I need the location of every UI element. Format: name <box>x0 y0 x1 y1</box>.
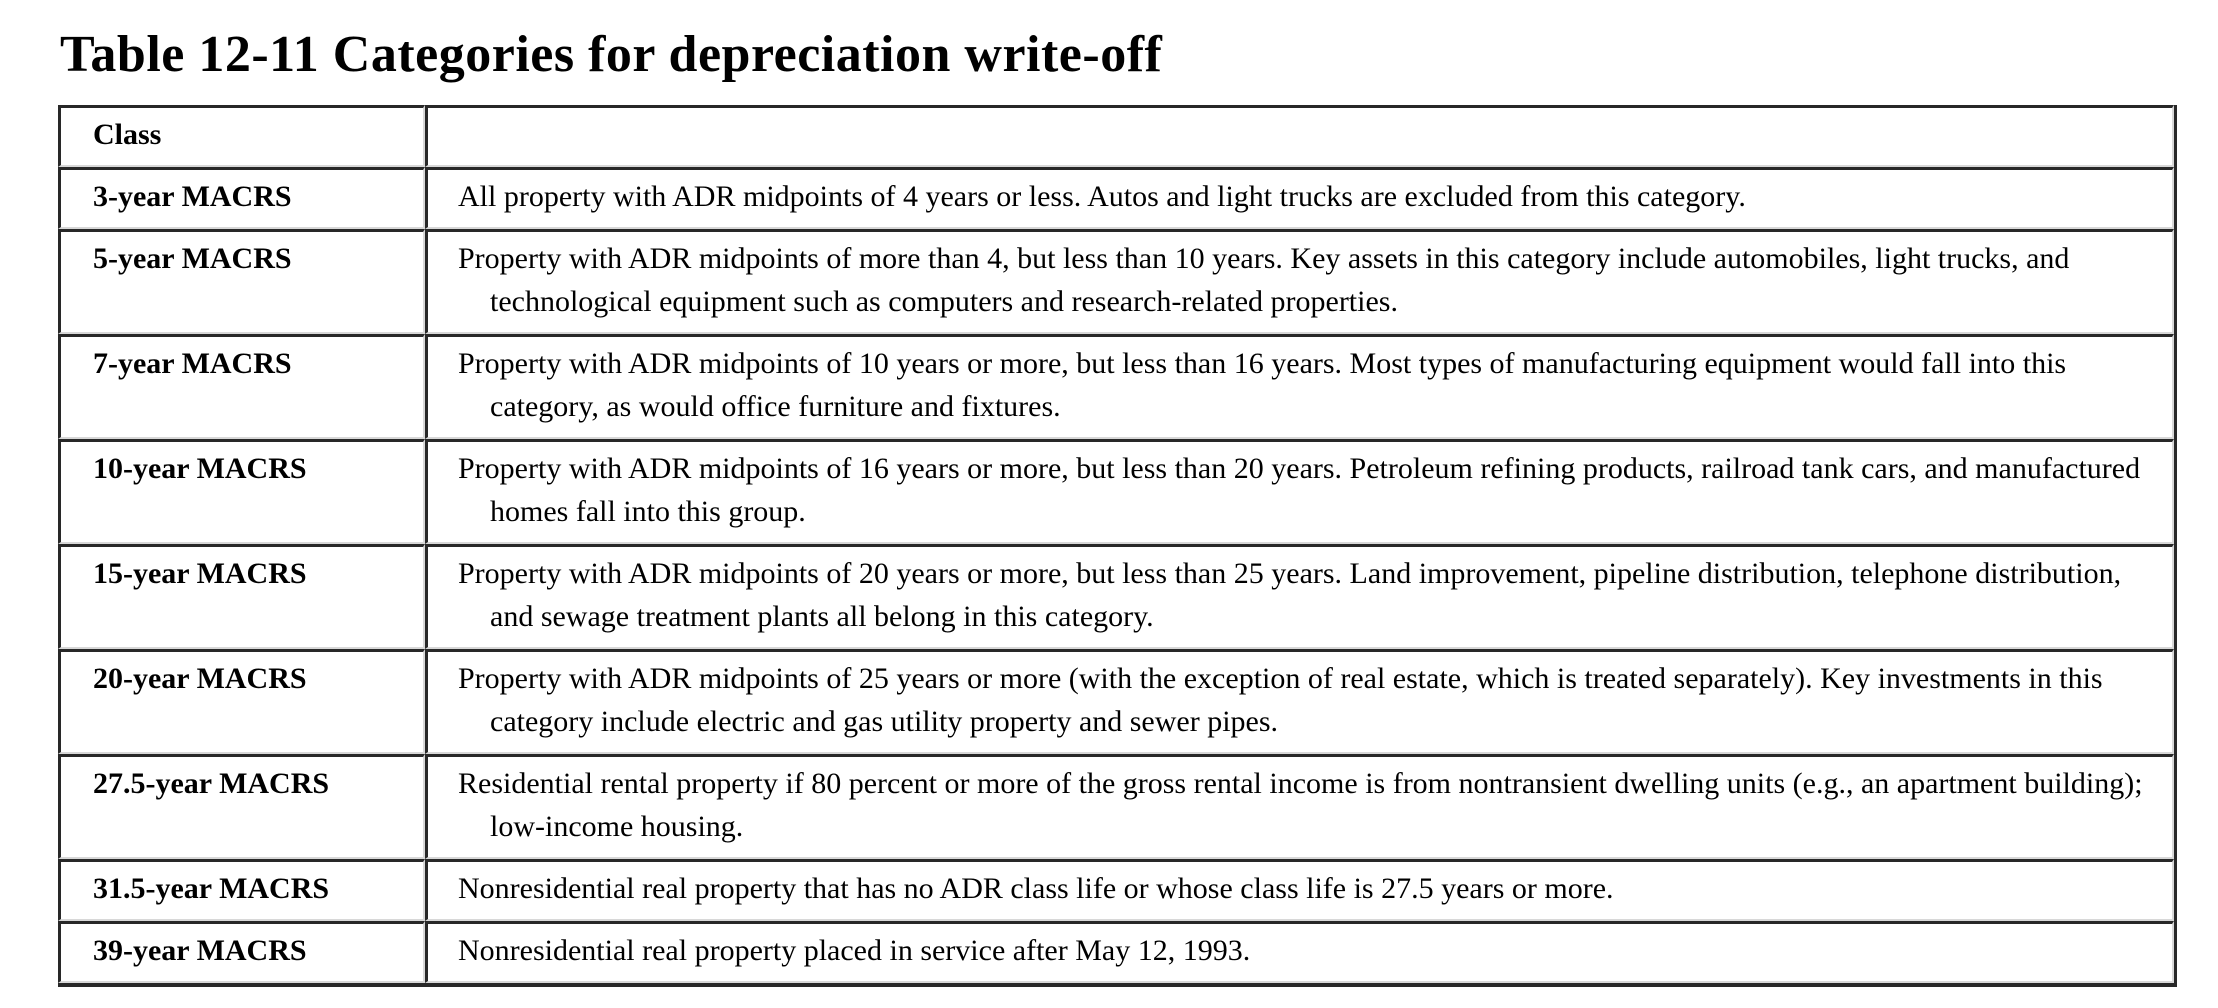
class-cell: 20-year MACRS <box>58 649 425 754</box>
class-cell: 10-year MACRS <box>58 439 425 544</box>
class-cell: 31.5-year MACRS <box>58 859 425 921</box>
table-row: 5-year MACRS Property with ADR midpoints … <box>58 229 2174 334</box>
table-row: 15-year MACRS Property with ADR midpoints… <box>58 544 2174 649</box>
class-cell: 15-year MACRS <box>58 544 425 649</box>
header-row: Class <box>58 105 2174 167</box>
table-row: 20-year MACRS Property with ADR midpoints… <box>58 649 2174 754</box>
description-cell: Property with ADR midpoints of more than… <box>425 229 2174 334</box>
class-cell: 27.5-year MACRS <box>58 754 425 859</box>
description-cell: Nonresidential real property placed in s… <box>425 921 2174 983</box>
description-cell: All property with ADR midpoints of 4 yea… <box>425 167 2174 229</box>
table-body: 3-year MACRS All property with ADR midpoi… <box>58 167 2174 983</box>
class-cell: 3-year MACRS <box>58 167 425 229</box>
depreciation-categories-table: Class 3-year MACRS All property with ADR … <box>58 105 2177 987</box>
column-header-class: Class <box>58 105 425 167</box>
class-cell: 7-year MACRS <box>58 334 425 439</box>
table-row: 27.5-year MACRS Residential rental proper… <box>58 754 2174 859</box>
table-title: Table 12-11 Categories for depreciation … <box>60 26 1163 83</box>
description-cell: Property with ADR midpoints of 20 years … <box>425 544 2174 649</box>
description-cell: Nonresidential real property that has no… <box>425 859 2174 921</box>
table-row: 3-year MACRS All property with ADR midpoi… <box>58 167 2174 229</box>
table-row: 10-year MACRS Property with ADR midpoints… <box>58 439 2174 544</box>
table-row: 7-year MACRS Property with ADR midpoints … <box>58 334 2174 439</box>
class-cell: 39-year MACRS <box>58 921 425 983</box>
description-cell: Property with ADR midpoints of 16 years … <box>425 439 2174 544</box>
description-cell: Property with ADR midpoints of 10 years … <box>425 334 2174 439</box>
description-cell: Property with ADR midpoints of 25 years … <box>425 649 2174 754</box>
column-header-description <box>425 105 2174 167</box>
table-row: 31.5-year MACRS Nonresidential real prope… <box>58 859 2174 921</box>
description-cell: Residential rental property if 80 percen… <box>425 754 2174 859</box>
table-row: 39-year MACRS Nonresidential real propert… <box>58 921 2174 983</box>
document-page: Table 12-11 Categories for depreciation … <box>58 26 2178 987</box>
class-cell: 5-year MACRS <box>58 229 425 334</box>
